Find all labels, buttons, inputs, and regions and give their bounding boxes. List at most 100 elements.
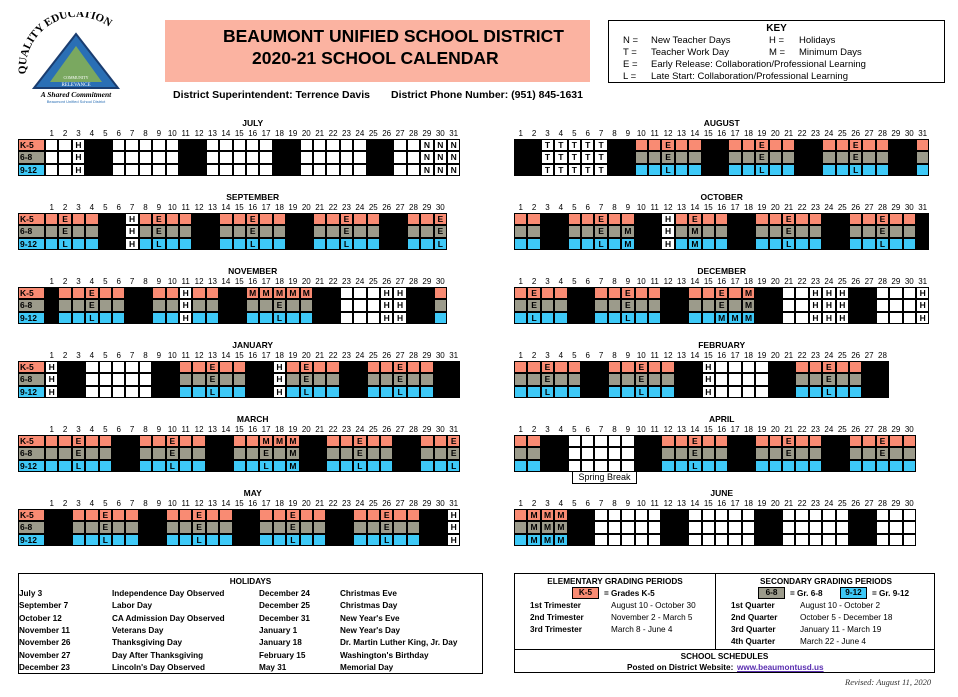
day-number: 13 [208, 277, 217, 286]
day-cell [661, 459, 675, 473]
month-title: JULY [242, 118, 264, 128]
day-number: 5 [572, 203, 577, 212]
key-code: M = [769, 47, 786, 58]
day-cell [581, 237, 595, 251]
day-number: 29 [891, 203, 901, 212]
holiday-date: October 12 [19, 613, 62, 623]
day-cell [420, 459, 434, 473]
weekend-cell [232, 311, 246, 325]
day-number: 6 [585, 425, 590, 434]
day-number: 22 [328, 499, 338, 508]
day-cell [138, 151, 153, 164]
weekend-cell [272, 163, 287, 177]
day-cell [58, 139, 72, 152]
day-cell [433, 299, 447, 312]
day-cell [366, 225, 380, 238]
day-cell: H [835, 287, 849, 300]
district-website-link[interactable]: www.beaumontusd.us [737, 663, 824, 672]
day-cell [393, 151, 407, 164]
day-number: 15 [703, 203, 713, 212]
day-number: 13 [208, 129, 217, 138]
day-cell [71, 225, 86, 238]
day-number: 19 [757, 203, 767, 212]
day-number: 12 [194, 499, 204, 508]
weekend-cell [433, 509, 447, 522]
day-cell [728, 151, 742, 164]
day-number: 9 [156, 277, 162, 286]
day-number: 27 [395, 203, 405, 212]
day-number: 7 [129, 129, 135, 138]
weekend-cell [567, 287, 581, 300]
day-cell [755, 447, 769, 460]
weekend-cell [540, 213, 555, 226]
day-cell [259, 237, 273, 251]
day-cell [112, 287, 126, 300]
day-number: 9 [625, 351, 631, 360]
weekend-cell [755, 509, 769, 522]
day-cell [567, 225, 581, 238]
day-cell [286, 385, 300, 399]
day-cell [326, 225, 340, 238]
day-cell [125, 385, 139, 399]
weekend-cell [875, 385, 890, 399]
day-number: 3 [76, 425, 81, 434]
day-number: 24 [824, 203, 834, 212]
weekend-cell [58, 533, 72, 547]
day-cell [406, 521, 421, 534]
day-number: 26 [382, 425, 392, 434]
day-cell [138, 435, 153, 448]
day-number: 18 [275, 203, 284, 212]
day-cell: M [554, 521, 568, 534]
day-cell [45, 447, 59, 460]
day-number: 1 [49, 351, 54, 360]
day-cell: M [621, 225, 635, 238]
day-cell [902, 225, 916, 238]
weekend-cell [849, 299, 863, 312]
day-cell [205, 521, 220, 534]
day-cell [755, 385, 769, 399]
day-cell: M [741, 287, 756, 300]
day-number: 27 [395, 351, 405, 360]
day-cell [326, 163, 340, 177]
day-cell: E [688, 213, 702, 226]
day-number: 30 [435, 499, 445, 508]
weekend-cell [420, 521, 434, 534]
day-cell [192, 361, 206, 374]
day-cell: H [447, 509, 461, 522]
day-cell [889, 311, 903, 325]
day-number: 30 [435, 351, 445, 360]
weekend-cell [380, 237, 394, 251]
day-cell [607, 225, 622, 238]
day-cell [246, 435, 260, 448]
day-number: 6 [116, 203, 121, 212]
weekend-cell [849, 287, 863, 300]
weekend-cell [567, 533, 581, 547]
day-cell: E [165, 435, 179, 448]
day-cell: H [393, 299, 407, 312]
weekend-cell [540, 237, 555, 251]
weekend-cell [286, 151, 300, 164]
day-cell: M [286, 435, 300, 448]
weekend-cell [916, 225, 930, 238]
weekend-cell [393, 459, 407, 473]
day-cell: E [527, 287, 541, 300]
day-number: 20 [301, 499, 311, 508]
day-cell [85, 213, 99, 226]
weekend-cell [393, 435, 407, 448]
day-cell [98, 447, 112, 460]
period-dates: August 10 - October 2 [800, 601, 881, 610]
day-cell [339, 435, 354, 448]
day-number: 19 [288, 203, 298, 212]
day-cell [862, 139, 876, 152]
day-cell: M [540, 533, 555, 547]
day-cell [755, 459, 769, 473]
day-cell [138, 459, 153, 473]
day-number: 2 [531, 203, 537, 212]
day-cell [165, 151, 179, 164]
day-cell [661, 373, 675, 386]
day-cell [58, 459, 72, 473]
day-number: 15 [234, 351, 244, 360]
day-cell [125, 509, 139, 522]
day-cell [621, 385, 635, 399]
day-number: 3 [76, 203, 81, 212]
